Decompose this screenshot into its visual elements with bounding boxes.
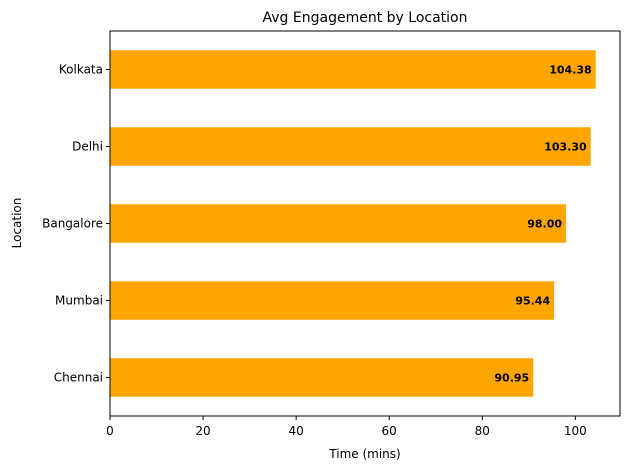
data-labels-layer: 90.95 95.44 98.00 103.30 104.38 [494,64,591,385]
y-tick-label-delhi: Delhi [72,140,103,154]
bars-layer [110,50,596,397]
y-tick-label-chennai: Chennai [54,371,103,385]
data-label-kolkata: 104.38 [549,64,591,77]
y-axis-ticks: Chennai Mumbai Bangalore Delhi Kolkata [42,63,110,385]
x-tick-label: 0 [106,424,114,438]
data-label-delhi: 103.30 [544,141,587,154]
bar-delhi [110,127,591,166]
chart-title: Avg Engagement by Location [263,10,468,26]
y-tick-label-bangalore: Bangalore [42,217,103,231]
bar-bangalore [110,204,567,243]
bar-kolkata [110,50,596,89]
x-axis-label: Time (mins) [328,447,400,461]
x-tick-label: 80 [475,424,490,438]
x-axis-ticks: 0 20 40 60 80 100 [106,416,587,438]
data-label-chennai: 90.95 [494,372,529,385]
y-axis-label: Location [10,198,24,249]
x-tick-label: 40 [288,424,303,438]
y-tick-label-kolkata: Kolkata [59,63,103,77]
bar-chennai [110,358,534,397]
x-tick-label: 100 [564,424,587,438]
data-label-bangalore: 98.00 [527,218,562,231]
x-tick-label: 60 [382,424,397,438]
x-tick-label: 20 [195,424,210,438]
data-label-mumbai: 95.44 [515,295,550,308]
y-tick-label-mumbai: Mumbai [55,294,103,308]
bar-mumbai [110,281,555,320]
